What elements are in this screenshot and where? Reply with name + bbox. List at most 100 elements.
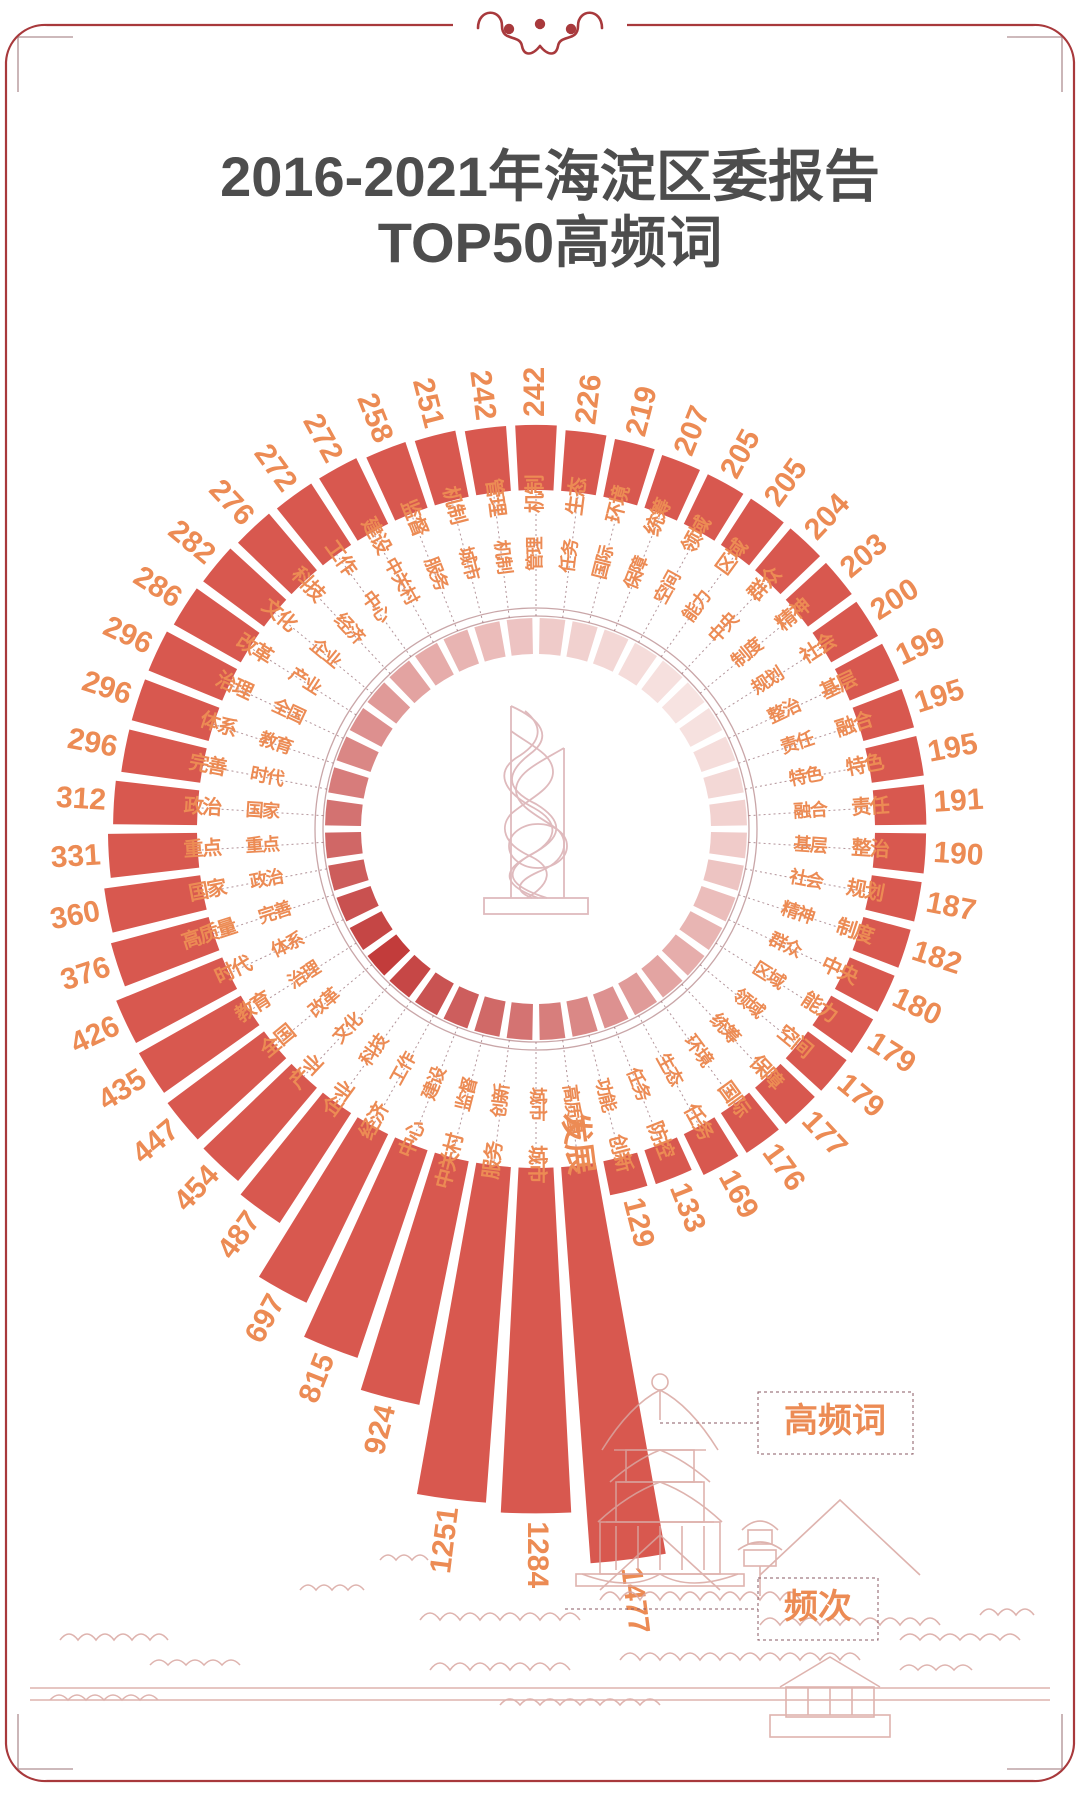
svg-text:管理: 管理 [524,537,545,571]
svg-text:经济: 经济 [330,608,370,648]
svg-text:治理: 治理 [284,956,324,992]
svg-text:中央: 中央 [704,607,744,647]
svg-text:177: 177 [795,1104,853,1163]
svg-text:高频词: 高频词 [784,1402,886,1440]
svg-text:226: 226 [569,372,608,426]
svg-text:能力: 能力 [678,586,715,625]
svg-text:文化: 文化 [328,1008,367,1048]
svg-text:服务: 服务 [478,1138,507,1180]
svg-text:251: 251 [406,375,450,432]
svg-text:群众: 群众 [766,928,806,962]
svg-text:重点: 重点 [245,833,281,856]
svg-text:监督: 监督 [452,1074,481,1113]
svg-text:产业: 产业 [286,663,326,699]
svg-text:195: 195 [925,727,980,769]
svg-text:重点: 重点 [183,836,223,861]
svg-text:205: 205 [758,453,814,513]
svg-text:责任: 责任 [851,793,891,819]
svg-text:435: 435 [92,1062,152,1117]
svg-text:监督: 监督 [396,496,432,541]
svg-text:182: 182 [908,934,966,981]
svg-text:312: 312 [55,781,107,817]
svg-text:296: 296 [65,722,120,764]
svg-text:教育: 教育 [257,727,296,758]
svg-text:190: 190 [932,836,984,872]
svg-text:机制: 机制 [522,476,546,514]
svg-text:296: 296 [78,665,136,712]
svg-text:空间: 空间 [650,568,685,607]
svg-text:204: 204 [798,487,857,546]
svg-text:207: 207 [667,401,716,460]
svg-text:中关村: 中关村 [380,554,423,609]
svg-text:规划: 规划 [747,662,787,698]
svg-text:功能: 功能 [592,1076,621,1115]
svg-text:133: 133 [663,1178,712,1237]
svg-text:129: 129 [616,1194,660,1251]
svg-text:时代: 时代 [249,763,287,789]
svg-text:195: 195 [910,673,968,720]
svg-text:1284: 1284 [521,1521,554,1588]
svg-text:制度: 制度 [727,632,768,671]
svg-text:376: 376 [57,950,115,997]
svg-text:整治: 整治 [763,693,804,727]
svg-text:特色: 特色 [787,762,825,789]
svg-text:191: 191 [932,783,984,819]
svg-text:242: 242 [518,367,551,417]
svg-text:TOP50高频词: TOP50高频词 [378,211,722,274]
svg-text:区域: 区域 [749,957,789,993]
svg-text:城市: 城市 [455,544,484,583]
svg-text:487: 487 [211,1205,267,1265]
svg-text:国家: 国家 [245,799,282,822]
svg-text:城市: 城市 [527,1087,548,1121]
svg-text:282: 282 [162,514,222,571]
svg-text:国际: 国际 [589,543,617,581]
svg-text:中心: 中心 [358,586,395,626]
svg-text:整治: 整治 [850,835,891,861]
svg-text:924: 924 [358,1401,402,1458]
svg-text:精神: 精神 [779,897,817,927]
svg-text:融合: 融合 [793,798,830,821]
svg-text:205: 205 [714,424,767,484]
svg-text:447: 447 [126,1113,186,1170]
svg-text:199: 199 [891,621,950,672]
svg-text:政治: 政治 [248,865,286,892]
svg-text:200: 200 [865,572,925,627]
svg-text:180: 180 [887,981,946,1032]
svg-text:296: 296 [98,610,157,661]
svg-text:815: 815 [292,1349,341,1408]
svg-text:政治: 政治 [183,793,223,819]
svg-text:创新: 创新 [487,1082,512,1120]
svg-text:258: 258 [350,389,399,448]
svg-text:331: 331 [50,838,102,874]
svg-text:体系: 体系 [267,927,307,961]
svg-text:频次: 频次 [784,1588,852,1626]
svg-text:服务: 服务 [421,554,454,595]
svg-text:272: 272 [248,438,304,498]
svg-text:219: 219 [619,383,663,440]
svg-text:保障: 保障 [619,553,652,594]
svg-text:179: 179 [831,1067,891,1124]
svg-text:187: 187 [923,886,978,928]
svg-text:169: 169 [712,1164,765,1224]
svg-text:全国: 全国 [268,694,308,728]
svg-text:完善: 完善 [255,897,294,928]
svg-text:科技: 科技 [355,1029,393,1070]
svg-text:276: 276 [202,473,260,532]
svg-text:统筹: 统筹 [706,1009,745,1049]
svg-text:454: 454 [167,1158,226,1217]
svg-text:任务: 任务 [556,536,581,575]
svg-text:机制: 机制 [491,539,515,576]
svg-text:社会: 社会 [788,865,826,892]
svg-text:426: 426 [65,1009,124,1060]
svg-text:179: 179 [862,1025,922,1080]
svg-text:基层: 基层 [792,833,829,856]
svg-text:生态: 生态 [653,1049,688,1089]
svg-text:360: 360 [47,894,102,936]
svg-text:1251: 1251 [424,1505,465,1575]
svg-text:2016-2021年海淀区委报告: 2016-2021年海淀区委报告 [220,145,880,208]
svg-text:建设: 建设 [417,1063,449,1103]
svg-text:697: 697 [239,1289,292,1349]
svg-text:责任: 责任 [778,727,817,758]
svg-text:城市: 城市 [526,1145,550,1184]
svg-text:286: 286 [128,560,188,615]
